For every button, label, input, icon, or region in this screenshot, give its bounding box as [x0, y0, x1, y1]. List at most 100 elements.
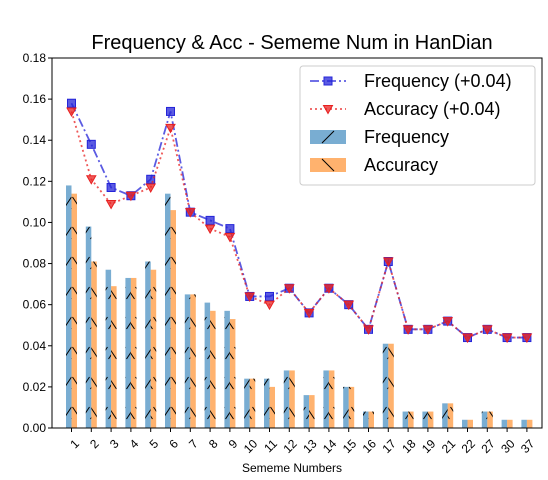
legend-hatch-accuracy [321, 158, 335, 172]
x-tick-label-21: 21 [439, 436, 459, 456]
bar-hatch-accuracy-30 [507, 419, 513, 428]
bar-hatch-accuracy-11 [269, 386, 275, 428]
bar-hatch-accuracy-2 [91, 261, 97, 428]
plot-frame [51, 57, 543, 429]
point-frequency-0-04-5 [146, 174, 156, 184]
bar-hatch-accuracy-37 [526, 419, 533, 428]
x-tick-label-11: 11 [261, 436, 280, 455]
point-accuracy-0-04-17 [382, 257, 394, 268]
point-accuracy-0-04-2 [85, 175, 97, 185]
bar-hatch-accuracy-17 [388, 343, 394, 428]
legend-label-accuracy-0-04: Accuracy (+0.04) [364, 99, 501, 119]
bar-hatch-accuracy-9 [229, 319, 236, 428]
point-frequency-0-04-1 [67, 98, 76, 108]
point-accuracy-0-04-5 [145, 183, 157, 194]
point-frequency-0-04-9 [225, 224, 235, 234]
point-accuracy-0-04-14 [323, 284, 335, 294]
chart-title: Frequency & Acc - Sememe Num in HanDian [91, 32, 492, 54]
bar-hatch-frequency-12 [283, 370, 290, 428]
x-tick-label-4: 4 [127, 436, 142, 451]
bar-hatch-accuracy-13 [309, 395, 315, 428]
y-tick-label-0.06: 0.06 [23, 298, 47, 312]
y-tick-label-0.14: 0.14 [23, 133, 47, 147]
point-frequency-0-04-6 [166, 106, 175, 116]
y-tick-label-0.16: 0.16 [23, 92, 47, 106]
y-tick-label-0.12: 0.12 [23, 174, 47, 188]
bar-hatch-accuracy-15 [348, 386, 355, 428]
y-tick-label-0.18: 0.18 [23, 51, 47, 65]
bar-hatch-frequency-9 [224, 310, 230, 428]
point-accuracy-0-04-22 [462, 333, 473, 344]
x-tick-label-15: 15 [340, 436, 360, 456]
point-accuracy-0-04-37 [521, 333, 533, 344]
bars-layer [66, 185, 533, 428]
x-tick-label-37: 37 [518, 436, 538, 456]
bar-hatch-accuracy-4 [130, 277, 137, 428]
bar-hatch-frequency-7 [184, 294, 191, 428]
point-accuracy-0-04-15 [343, 300, 355, 311]
bar-hatch-accuracy-14 [328, 370, 335, 428]
bar-hatch-frequency-8 [204, 302, 211, 428]
y-tick-label-0.04: 0.04 [23, 339, 47, 353]
y-tick-label-0.00: 0.00 [23, 421, 47, 435]
x-axis: 1 2 3 4 5 6 7 8 9 10 11 12 13 14 15 16 17 18 19 21 22 27 30 37 [67, 428, 538, 456]
point-accuracy-0-04-3 [105, 199, 117, 210]
y-axis: 0.00 0.02 0.04 0.06 0.08 0.10 0.12 0.14 0.16 0.18 [23, 51, 52, 435]
bar-hatch-frequency-17 [382, 343, 389, 428]
bar-hatch-frequency-14 [323, 370, 329, 428]
x-axis-label: Sememe Numbers [242, 461, 342, 475]
x-tick-label-9: 9 [226, 436, 241, 451]
bar-hatch-accuracy-19 [427, 411, 434, 428]
point-frequency-0-04-2 [86, 139, 96, 149]
point-frequency-0-04-3 [106, 183, 116, 192]
bar-hatch-frequency-18 [402, 411, 409, 428]
point-accuracy-0-04-30 [501, 333, 513, 344]
legend-label-frequency: Frequency [364, 127, 449, 147]
x-tick-label-30: 30 [498, 436, 518, 456]
point-frequency-0-04-11 [265, 291, 274, 301]
x-tick-label-6: 6 [166, 436, 181, 451]
lines-layer [66, 98, 533, 344]
point-frequency-0-04-8 [205, 215, 215, 225]
x-tick-label-7: 7 [186, 436, 201, 451]
legend-label-frequency-0-04: Frequency (+0.04) [364, 71, 512, 91]
bar-hatch-frequency-21 [442, 403, 448, 428]
bar-hatch-accuracy-1 [71, 193, 77, 428]
bar-hatch-accuracy-18 [408, 411, 414, 428]
bar-hatch-accuracy-6 [170, 210, 176, 428]
bar-hatch-accuracy-7 [190, 294, 196, 428]
x-tick-label-10: 10 [241, 436, 261, 456]
point-accuracy-0-04-6 [165, 123, 176, 134]
bar-hatch-frequency-27 [481, 411, 488, 428]
point-accuracy-0-04-10 [244, 292, 256, 302]
bar-hatch-frequency-6 [165, 193, 171, 428]
bar-hatch-frequency-16 [363, 411, 369, 428]
bar-hatch-accuracy-3 [111, 286, 117, 428]
bar-hatch-frequency-19 [422, 411, 428, 428]
bar-hatch-frequency-11 [264, 378, 270, 428]
x-tick-label-8: 8 [206, 436, 221, 451]
x-tick-label-12: 12 [280, 436, 300, 456]
point-accuracy-0-04-19 [422, 325, 434, 335]
bar-hatch-frequency-5 [145, 261, 151, 428]
point-accuracy-0-04-21 [442, 317, 454, 327]
x-tick-label-3: 3 [107, 436, 122, 451]
bar-hatch-frequency-15 [343, 386, 349, 428]
legend-marker-accuracy-0-04 [322, 105, 334, 115]
bar-hatch-frequency-37 [521, 419, 527, 428]
x-tick-label-17: 17 [379, 436, 399, 456]
point-accuracy-0-04-9 [224, 232, 236, 243]
bar-hatch-frequency-22 [462, 419, 468, 428]
bar-hatch-accuracy-12 [289, 370, 295, 428]
bar-hatch-frequency-4 [125, 277, 131, 428]
bar-hatch-frequency-1 [66, 185, 72, 428]
point-accuracy-0-04-12 [283, 284, 295, 294]
bar-hatch-accuracy-5 [150, 269, 157, 428]
x-tick-label-18: 18 [399, 436, 419, 456]
bar-hatch-accuracy-21 [447, 403, 454, 428]
bar-hatch-accuracy-27 [487, 411, 493, 428]
x-tick-label-16: 16 [360, 436, 380, 456]
bar-hatch-accuracy-10 [249, 378, 256, 428]
point-accuracy-0-04-18 [402, 325, 414, 335]
bar-hatch-accuracy-22 [467, 419, 473, 428]
